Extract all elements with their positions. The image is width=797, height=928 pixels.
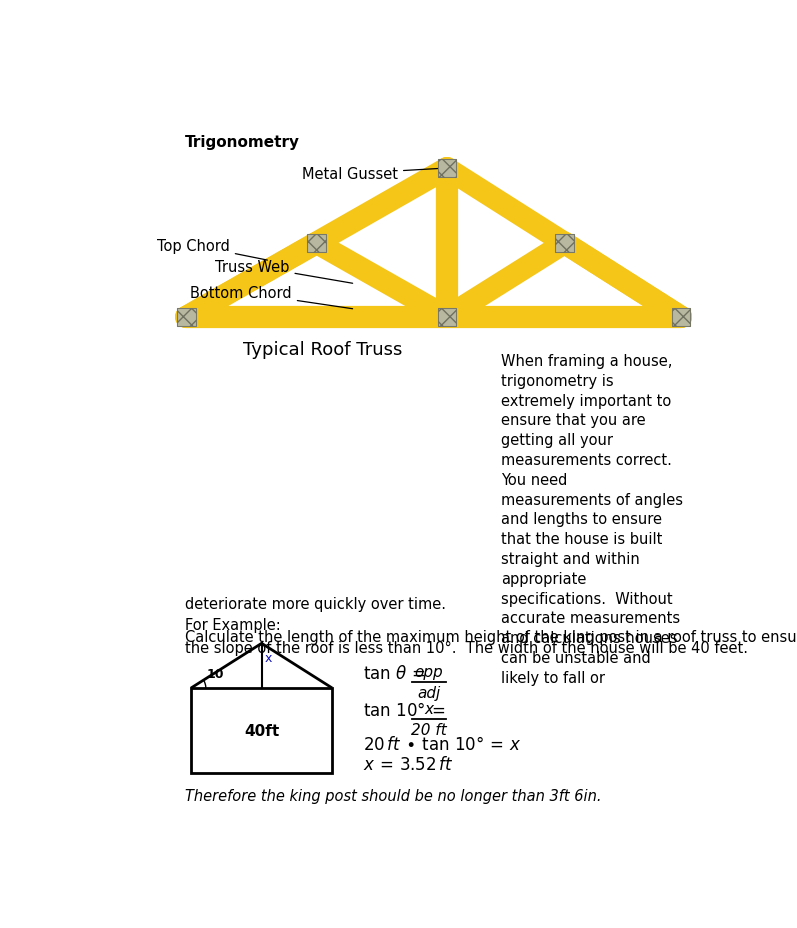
Bar bbox=[438, 160, 456, 178]
Text: For Example:: For Example: bbox=[185, 617, 281, 633]
Text: 20 ft: 20 ft bbox=[411, 722, 447, 737]
Text: Trigonometry: Trigonometry bbox=[185, 135, 300, 149]
Text: $20\,ft\,\bullet\,\tan\,10°\, =\, x$: $20\,ft\,\bullet\,\tan\,10°\, =\, x$ bbox=[363, 736, 521, 754]
Text: the slope of the roof is less than 10°.  The width of the house will be 40 feet.: the slope of the roof is less than 10°. … bbox=[185, 640, 748, 655]
Bar bbox=[308, 235, 326, 253]
Text: Bottom Chord: Bottom Chord bbox=[190, 286, 352, 309]
Bar bbox=[191, 689, 332, 773]
Bar bbox=[438, 308, 456, 327]
Text: $\tan\,\theta\, =\,$: $\tan\,\theta\, =\,$ bbox=[363, 664, 426, 682]
Text: 40ft: 40ft bbox=[244, 723, 279, 738]
Text: Truss Web: Truss Web bbox=[215, 259, 352, 284]
Text: When framing a house,
trigonometry is
extremely important to
ensure that you are: When framing a house, trigonometry is ex… bbox=[501, 354, 683, 685]
Text: opp: opp bbox=[414, 664, 443, 679]
Text: x: x bbox=[265, 651, 272, 664]
Bar bbox=[438, 308, 456, 327]
Text: Calculate the length of the maximum height of the king post in a roof truss to e: Calculate the length of the maximum heig… bbox=[185, 629, 797, 644]
Text: Typical Roof Truss: Typical Roof Truss bbox=[243, 341, 402, 358]
Text: $\tan\,10°\, =\,$: $\tan\,10°\, =\,$ bbox=[363, 701, 446, 719]
Bar bbox=[556, 235, 574, 253]
Text: Top Chord: Top Chord bbox=[157, 238, 268, 261]
Text: x: x bbox=[425, 701, 434, 715]
Text: adj: adj bbox=[418, 685, 441, 700]
Bar bbox=[672, 308, 690, 327]
Text: deteriorate more quickly over time.: deteriorate more quickly over time. bbox=[185, 596, 446, 611]
Bar bbox=[177, 308, 196, 327]
Bar bbox=[308, 235, 326, 253]
Bar bbox=[672, 308, 690, 327]
Text: Therefore the king post should be no longer than 3ft 6in.: Therefore the king post should be no lon… bbox=[185, 788, 602, 804]
Text: Metal Gusset: Metal Gusset bbox=[302, 167, 440, 182]
Bar bbox=[438, 160, 456, 178]
Text: 10: 10 bbox=[206, 667, 224, 680]
Bar bbox=[556, 235, 574, 253]
Text: $x\, =\, 3.52\,ft$: $x\, =\, 3.52\,ft$ bbox=[363, 754, 453, 773]
Bar bbox=[177, 308, 196, 327]
